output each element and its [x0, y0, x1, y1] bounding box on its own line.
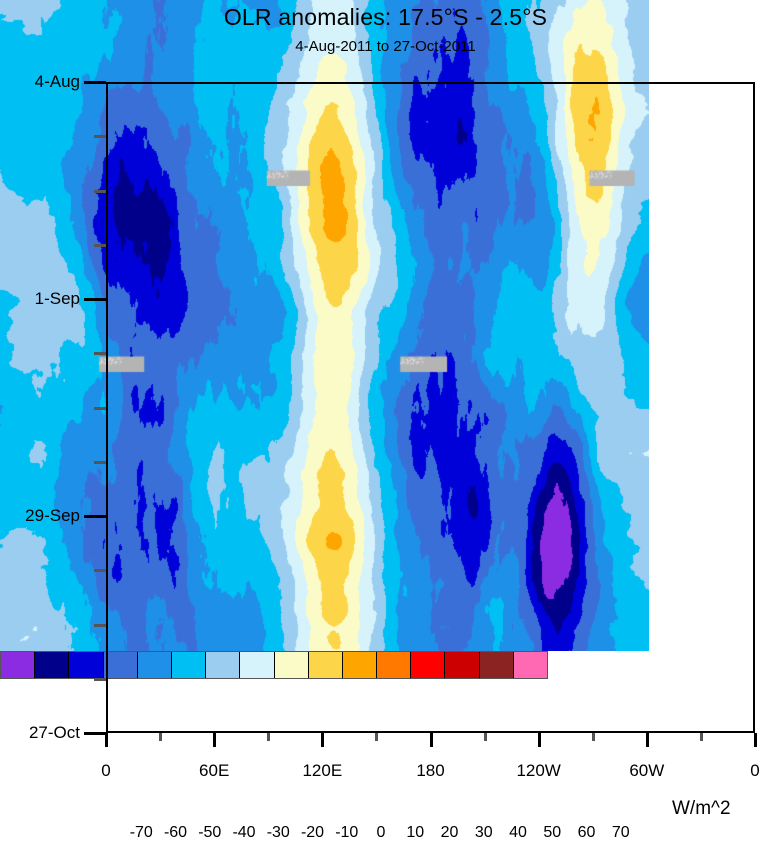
- x-axis-label-3: 180: [416, 761, 445, 780]
- colorbar-swatch-2[interactable]: [69, 652, 104, 678]
- colorbar-units-label: W/m^2: [672, 798, 731, 819]
- colorbar-swatch-13[interactable]: [445, 652, 480, 678]
- colorbar-swatch-11[interactable]: [377, 652, 412, 678]
- y-axis-minor-tick: [94, 677, 106, 681]
- y-axis-minor-tick: [94, 623, 106, 627]
- y-axis-major-tick: [84, 81, 106, 84]
- x-axis-major-tick: [213, 733, 217, 747]
- page-title: OLR anomalies: 17.5°S - 2.5°S: [223, 4, 548, 30]
- colorbar-swatch-6[interactable]: [206, 652, 241, 678]
- x-axis-minor-tick: [483, 733, 487, 741]
- colorbar-swatch-12[interactable]: [411, 652, 446, 678]
- colorbar-swatch-0[interactable]: [1, 652, 36, 678]
- x-axis-label-1: 60E: [199, 761, 230, 780]
- colorbar-swatch-4[interactable]: [137, 652, 172, 678]
- y-axis-label-0: 4-Aug: [34, 72, 80, 91]
- y-axis-minor-tick: [94, 135, 106, 139]
- y-axis-label-2: 29-Sep: [25, 506, 80, 525]
- hovmoller-plot: [0, 0, 649, 651]
- y-axis-label-3: 27-Oct: [28, 723, 80, 742]
- colorbar-swatch-5[interactable]: [171, 652, 207, 678]
- y-axis-label-1: 1-Sep: [34, 289, 80, 308]
- x-axis-label-2: 120E: [302, 761, 343, 780]
- x-axis-major-tick: [645, 733, 649, 747]
- colorbar[interactable]: [0, 651, 548, 679]
- x-axis-major-tick: [321, 733, 325, 747]
- colorbar-tick-7: 0: [376, 824, 386, 841]
- y-axis-minor-tick: [94, 460, 106, 464]
- x-axis-major-tick: [429, 733, 433, 747]
- olr-anomaly-field: [0, 0, 649, 651]
- x-axis-major-tick: [537, 733, 541, 747]
- x-axis-minor-tick: [159, 733, 163, 741]
- colorbar-tick-14: 70: [611, 824, 630, 841]
- y-axis-major-tick: [84, 732, 106, 735]
- y-axis-minor-tick: [94, 569, 106, 573]
- y-axis-major-tick: [84, 298, 106, 301]
- colorbar-swatch-14[interactable]: [479, 652, 514, 678]
- y-axis-minor-tick: [94, 243, 106, 247]
- page-subtitle: 4-Aug-2011 to 27-Oct-2011: [295, 38, 476, 55]
- colorbar-swatch-10[interactable]: [342, 652, 378, 678]
- colorbar-swatch-8[interactable]: [274, 652, 309, 678]
- x-axis-minor-tick: [591, 733, 595, 741]
- x-axis-label-0: 0: [101, 761, 111, 780]
- x-axis-minor-tick: [375, 733, 379, 741]
- colorbar-swatch-1[interactable]: [35, 652, 70, 678]
- y-axis-minor-tick: [94, 406, 106, 410]
- x-axis-minor-tick: [699, 733, 703, 741]
- colorbar-swatch-9[interactable]: [308, 652, 343, 678]
- x-axis-major-tick: [105, 733, 108, 747]
- y-axis-minor-tick: [94, 189, 106, 193]
- colorbar-swatch-7[interactable]: [240, 652, 275, 678]
- x-axis-label-6: 0: [750, 761, 760, 780]
- colorbar-swatch-3[interactable]: [103, 652, 138, 678]
- y-axis-minor-tick: [94, 352, 106, 356]
- x-axis-minor-tick: [267, 733, 271, 741]
- x-axis-major-tick: [754, 733, 757, 747]
- x-axis-label-5: 60W: [629, 761, 665, 780]
- colorbar-swatch-15[interactable]: [513, 652, 547, 678]
- y-axis-major-tick: [84, 515, 106, 518]
- x-axis-label-4: 120W: [516, 761, 561, 780]
